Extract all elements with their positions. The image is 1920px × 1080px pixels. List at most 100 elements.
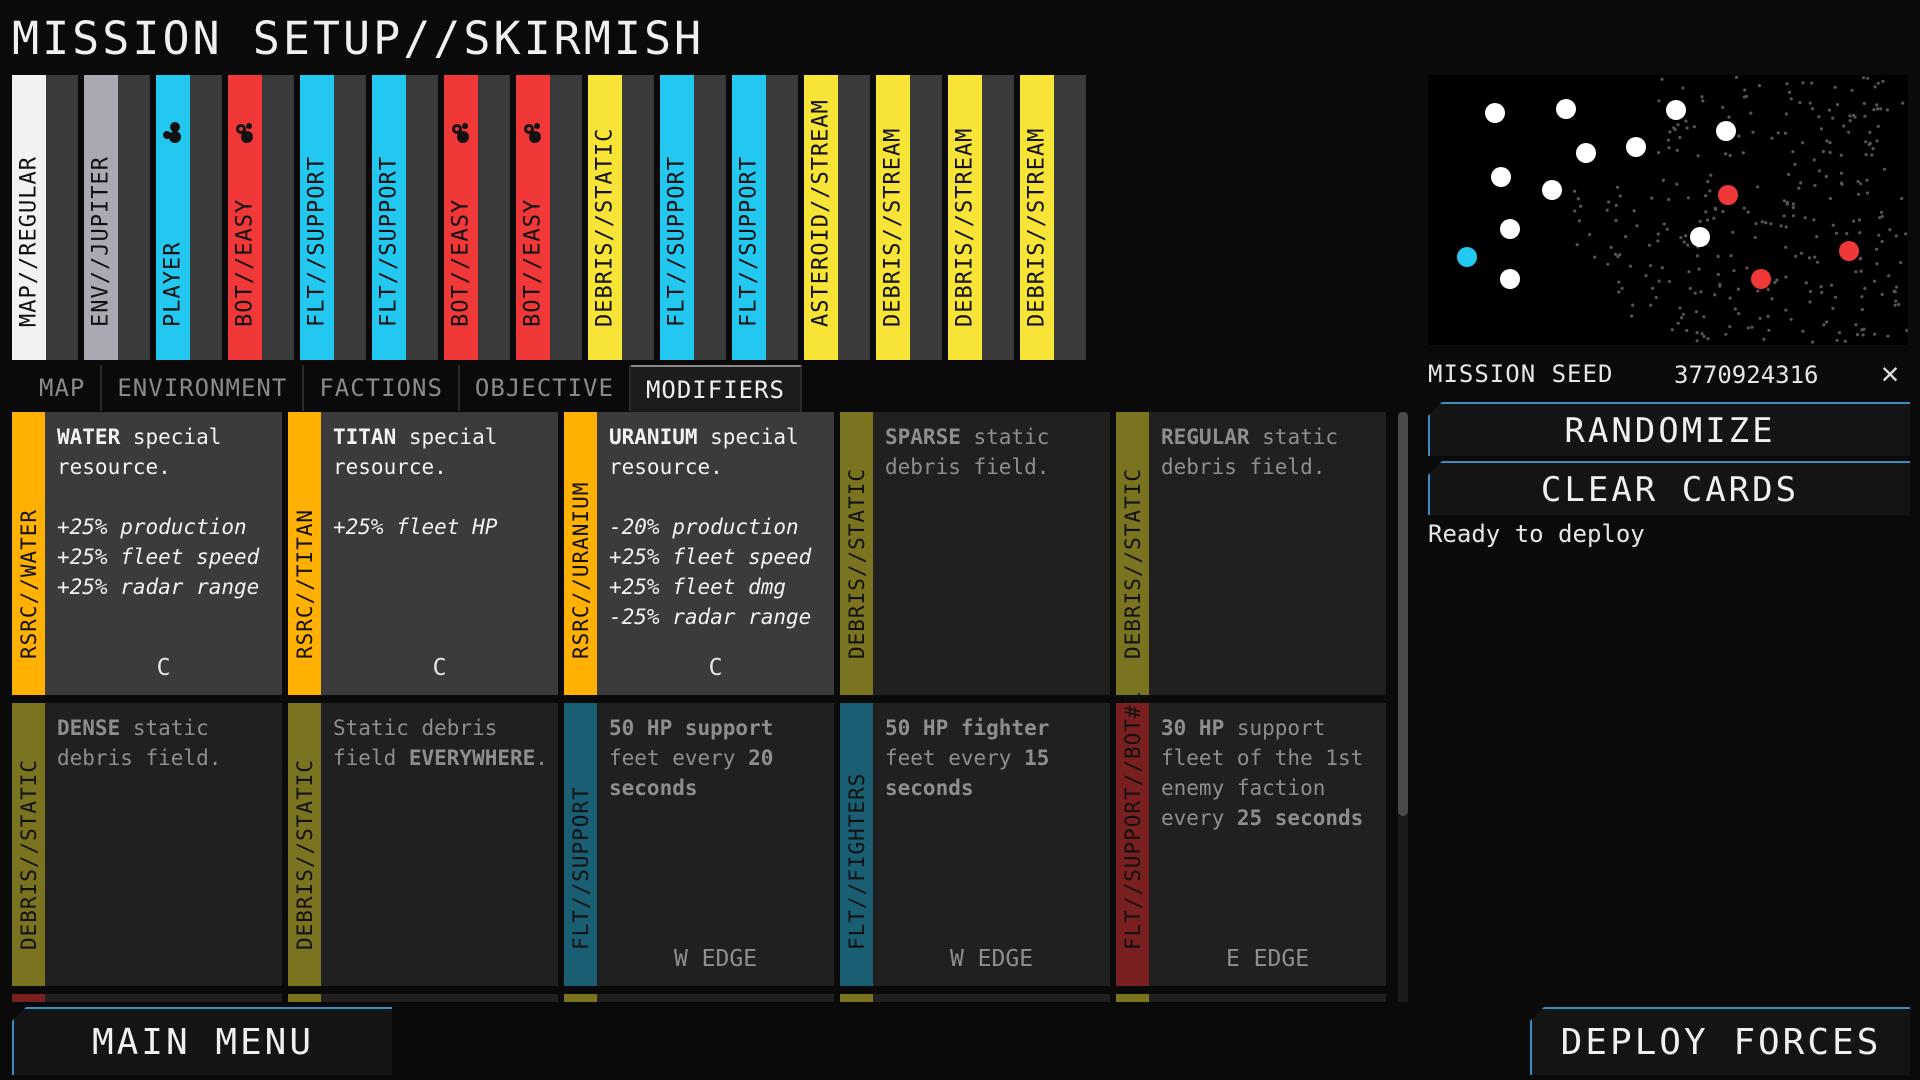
deck-card[interactable]: FLT//SUPPORT <box>372 75 438 360</box>
tab-environment[interactable]: ENVIRONMENT <box>102 365 305 411</box>
debris-dot <box>1865 191 1869 195</box>
debris-dot <box>1807 256 1812 260</box>
card-stripe <box>12 994 45 1002</box>
debris-dot <box>1819 127 1823 131</box>
modifier-card-partial[interactable] <box>288 994 558 1002</box>
deck-card[interactable]: FLT//SUPPORT <box>660 75 726 360</box>
tab-factions[interactable]: FACTIONS <box>304 365 460 411</box>
modifier-card-partial[interactable] <box>1116 994 1386 1002</box>
debris-dot <box>1647 243 1652 247</box>
deck-card-body <box>838 75 870 360</box>
card-description: 50 HP fighter feet every 15 seconds <box>885 713 1100 803</box>
main-menu-button[interactable]: MAIN MENU <box>12 1007 392 1075</box>
debris-dot <box>1894 299 1898 303</box>
deck-card[interactable]: BOT//EASY <box>444 75 510 360</box>
neutral-node <box>1542 180 1562 200</box>
modifier-card[interactable]: RSRC//URANIUM URANIUM special resource. -2… <box>564 412 834 695</box>
card-description-text: support fleet of the 1st enemy faction e… <box>1161 716 1364 830</box>
debris-dot <box>1576 197 1580 201</box>
debris-dot <box>1681 312 1685 316</box>
debris-dot <box>1821 149 1825 154</box>
debris-dot <box>1901 101 1905 105</box>
deck-card[interactable]: ENV//JUPITER <box>84 75 150 360</box>
debris-dot <box>1649 303 1653 307</box>
debris-dot <box>1779 224 1783 228</box>
deck-card[interactable]: BOT//EASY <box>228 75 294 360</box>
debris-dot <box>1843 339 1847 343</box>
debris-dot <box>1875 103 1879 107</box>
deck-card[interactable]: ASTEROID//STREAM <box>804 75 870 360</box>
deck-card[interactable]: DEBRIS//STREAM <box>1020 75 1086 360</box>
debris-dot <box>1729 254 1733 258</box>
debris-dot <box>1688 286 1692 291</box>
clear-cards-button[interactable]: CLEAR CARDS <box>1428 461 1910 515</box>
modifier-card[interactable]: RSRC//TITAN TITAN special resource. +25% f… <box>288 412 558 695</box>
modifier-card[interactable]: FLT//SUPPORT//BOT#1 30 HP support fleet o… <box>1116 691 1386 986</box>
clear-seed-icon[interactable]: ✕ <box>1880 356 1900 391</box>
debris-dot <box>1894 234 1898 238</box>
deck-card[interactable]: DEBRIS//STATIC <box>588 75 654 360</box>
debris-dot <box>1882 167 1887 171</box>
deck-card[interactable]: DEBRIS//STREAM <box>876 75 942 360</box>
deck-card[interactable]: FLT//SUPPORT <box>300 75 366 360</box>
debris-dot <box>1667 279 1671 284</box>
deck-card[interactable]: DEBRIS//STREAM <box>948 75 1014 360</box>
tab-objective[interactable]: OBJECTIVE <box>459 365 631 411</box>
debris-dot <box>1825 320 1829 324</box>
card-footer: W EDGE <box>673 946 758 972</box>
debris-dot <box>1766 288 1770 292</box>
debris-dot <box>1660 266 1664 270</box>
debris-dot <box>1579 204 1583 208</box>
card-category-label: RSRC//TITAN <box>292 508 317 659</box>
randomize-button[interactable]: RANDOMIZE <box>1428 402 1910 456</box>
debris-dot <box>1616 185 1620 189</box>
debris-dot <box>1819 285 1823 289</box>
debris-dot <box>1667 146 1671 150</box>
deck-card[interactable]: BOT//EASY <box>516 75 582 360</box>
deck-card-body <box>334 75 366 360</box>
debris-dot <box>1686 243 1690 247</box>
modifier-card-partial[interactable] <box>12 994 282 1002</box>
bot-icon <box>236 123 253 143</box>
debris-dot <box>1804 281 1808 285</box>
bot-icon <box>524 123 541 143</box>
scroll-thumb[interactable] <box>1398 412 1408 816</box>
modifier-card[interactable]: FLT//FIGHTERS 50 HP fighter feet every 15… <box>840 703 1110 986</box>
debris-dot <box>1876 81 1880 85</box>
modifier-card[interactable]: RSRC//WATER WATER special resource. +25% p… <box>12 412 282 695</box>
modifier-card[interactable]: FLT//SUPPORT 50 HP support feet every 20 … <box>564 703 834 986</box>
deploy-forces-button[interactable]: DEPLOY FORCES <box>1530 1007 1910 1075</box>
debris-dot <box>1854 323 1858 327</box>
modifier-card[interactable]: DEBRIS//STATIC Static debris field EVERYW… <box>288 703 558 986</box>
debris-dot <box>1785 82 1789 86</box>
modifier-card-partial[interactable] <box>564 994 834 1002</box>
deck-card[interactable]: MAP//REGULAR <box>12 75 78 360</box>
debris-dot <box>1859 182 1863 186</box>
debris-dot <box>1854 270 1858 274</box>
modifier-card[interactable]: DEBRIS//STATIC REGULAR static debris fiel… <box>1116 412 1386 695</box>
tab-map[interactable]: MAP <box>24 365 103 411</box>
debris-dot <box>1624 235 1628 239</box>
debris-dot <box>1657 279 1661 283</box>
enemy-node <box>1751 269 1771 289</box>
debris-dot <box>1864 140 1868 144</box>
card-grid-scrollbar[interactable] <box>1398 412 1408 1002</box>
debris-dot <box>1798 101 1802 105</box>
modifier-card-partial[interactable] <box>840 994 1110 1002</box>
deck-card[interactable]: FLT//SUPPORT <box>732 75 798 360</box>
debris-dot <box>1696 154 1700 158</box>
tab-modifiers[interactable]: MODIFIERS <box>630 365 802 413</box>
card-stripe <box>288 994 321 1002</box>
deck-card-label: BOT//EASY <box>520 198 546 327</box>
debris-dot <box>1727 115 1731 119</box>
debris-dot <box>1573 189 1577 193</box>
seed-input[interactable] <box>1672 356 1876 394</box>
debris-dot <box>1858 257 1862 261</box>
modifier-card[interactable]: DEBRIS//STATIC SPARSE static debris field… <box>840 412 1110 695</box>
debris-dot <box>1808 101 1812 105</box>
deck-card[interactable]: PLAYER <box>156 75 222 360</box>
modifier-card[interactable]: DEBRIS//STATIC DENSE static debris field. <box>12 703 282 986</box>
debris-dot <box>1801 141 1805 145</box>
card-body: URANIUM special resource. -20% production… <box>597 412 834 695</box>
card-description-emphasis: EVERYWHERE <box>408 746 536 770</box>
